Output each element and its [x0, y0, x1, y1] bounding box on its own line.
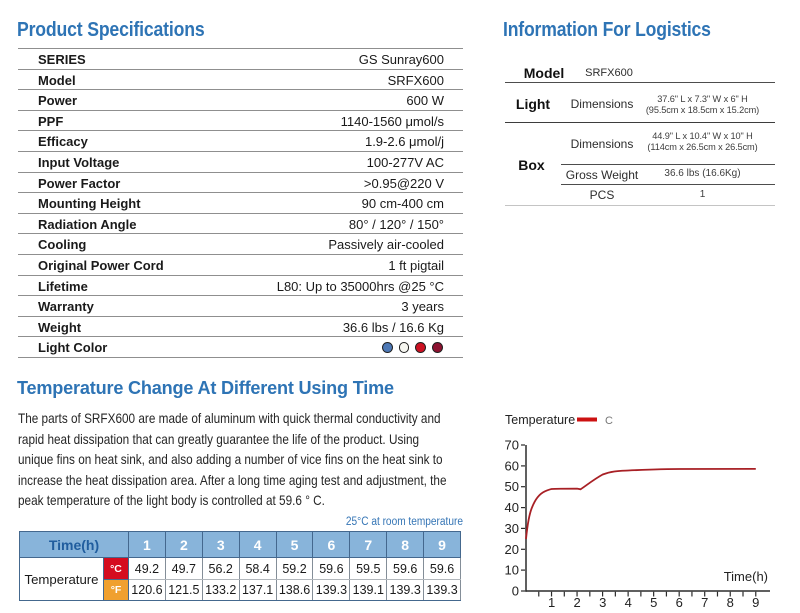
svg-text:8: 8	[727, 595, 734, 610]
svg-text:10: 10	[505, 563, 519, 578]
svg-text:Time(h): Time(h)	[724, 569, 768, 584]
svg-text:2: 2	[573, 595, 580, 610]
svg-text:70: 70	[505, 438, 519, 453]
svg-text:5: 5	[650, 595, 657, 610]
svg-text:Temperature: Temperature	[505, 413, 575, 427]
svg-text:9: 9	[752, 595, 759, 610]
svg-text:3: 3	[599, 595, 606, 610]
svg-text:7: 7	[701, 595, 708, 610]
svg-text:1: 1	[548, 595, 555, 610]
svg-text:40: 40	[505, 500, 519, 515]
svg-text:0: 0	[512, 584, 519, 599]
svg-text:4: 4	[625, 595, 632, 610]
svg-text:60: 60	[505, 458, 519, 473]
svg-text:20: 20	[505, 542, 519, 557]
svg-text:50: 50	[505, 479, 519, 494]
svg-text:30: 30	[505, 521, 519, 536]
svg-text:6: 6	[676, 595, 683, 610]
svg-text:C: C	[605, 415, 613, 427]
